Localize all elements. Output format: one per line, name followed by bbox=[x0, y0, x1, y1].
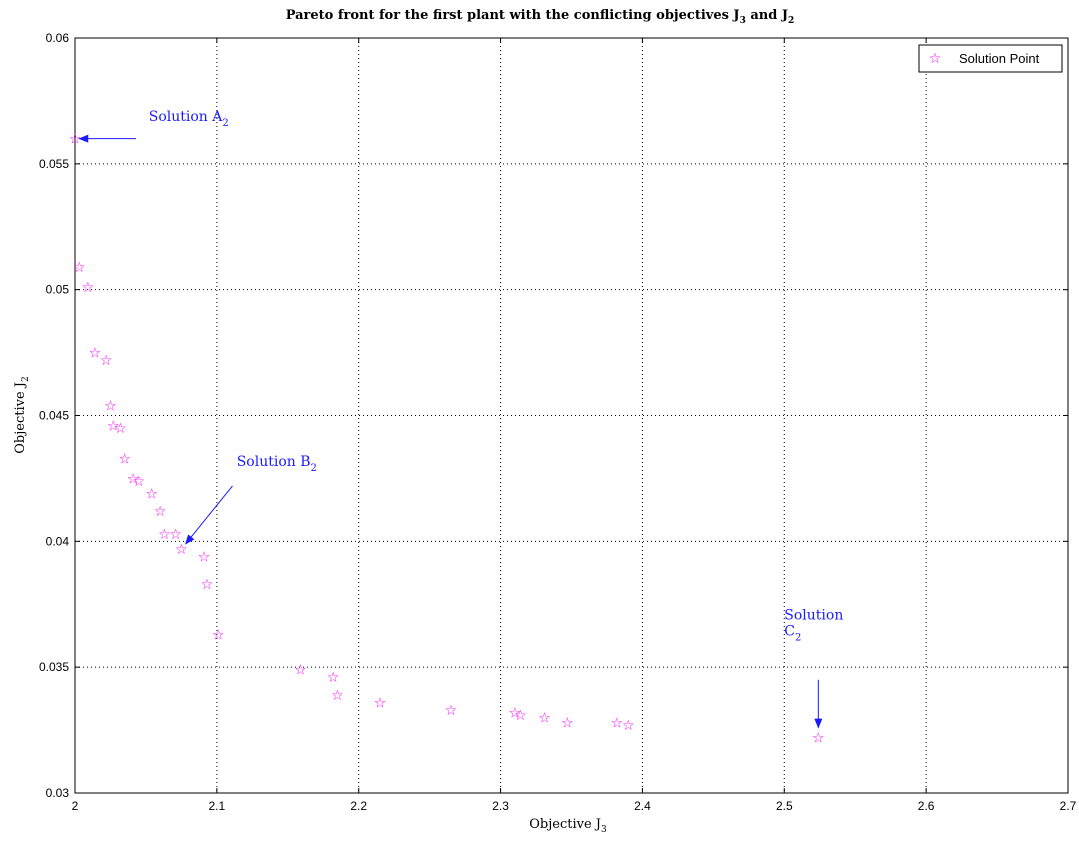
solution-point: ☆ bbox=[508, 705, 521, 721]
solution-point: ☆ bbox=[100, 353, 113, 369]
solution-point: ☆ bbox=[175, 542, 188, 558]
x-tick-label: 2.1 bbox=[209, 799, 226, 813]
solution-point: ☆ bbox=[145, 487, 158, 503]
solution-point: ☆ bbox=[538, 711, 551, 727]
y-tick-label: 0.055 bbox=[39, 157, 69, 171]
annotation-label: Solution B2 bbox=[237, 454, 317, 474]
annotation-label: Solution A2 bbox=[149, 109, 229, 129]
legend-marker: ☆ bbox=[929, 51, 942, 67]
solution-point: ☆ bbox=[154, 504, 167, 520]
y-tick-label: 0.05 bbox=[46, 283, 70, 297]
grid bbox=[75, 38, 1068, 793]
legend: ☆ Solution Point bbox=[918, 44, 1063, 73]
solution-point: ☆ bbox=[611, 716, 624, 732]
solution-point: ☆ bbox=[327, 670, 340, 686]
x-tick-label: 2.5 bbox=[776, 799, 793, 813]
solution-point: ☆ bbox=[81, 280, 94, 296]
solution-point: ☆ bbox=[294, 663, 307, 679]
solution-point: ☆ bbox=[169, 527, 182, 543]
y-axis-label: Objective J2 bbox=[13, 376, 31, 453]
solution-point: ☆ bbox=[331, 688, 344, 704]
solution-point: ☆ bbox=[812, 731, 825, 747]
solution-point: ☆ bbox=[622, 718, 635, 734]
x-tick-label: 2.7 bbox=[1060, 799, 1077, 813]
solution-point: ☆ bbox=[133, 474, 146, 490]
solution-point: ☆ bbox=[158, 527, 171, 543]
solution-point: ☆ bbox=[107, 419, 120, 435]
annotation-label: Solution C2 bbox=[784, 607, 843, 643]
y-tick-label: 0.045 bbox=[39, 409, 69, 423]
solution-point: ☆ bbox=[118, 451, 131, 467]
x-tick-label: 2.4 bbox=[634, 799, 651, 813]
y-tick-label: 0.03 bbox=[46, 786, 70, 800]
solution-point: ☆ bbox=[212, 627, 225, 643]
solution-point: ☆ bbox=[374, 695, 387, 711]
solution-point: ☆ bbox=[445, 703, 458, 719]
annotation-arrow bbox=[185, 485, 233, 545]
solution-point: ☆ bbox=[201, 577, 214, 593]
y-tick-label: 0.06 bbox=[46, 31, 70, 45]
solution-point: ☆ bbox=[114, 421, 127, 437]
x-tick-label: 2.6 bbox=[918, 799, 935, 813]
y-tick-label: 0.035 bbox=[39, 660, 69, 674]
y-tick-label: 0.04 bbox=[46, 534, 70, 548]
annotations: Solution A2 Solution B2 Solution C2 bbox=[78, 109, 843, 729]
legend-box bbox=[918, 44, 1063, 73]
axis-ticks: 2 2.1 2.2 2.3 2.4 2.5 2.6 2.7 0.03 0.035 0.04 0.045… bbox=[39, 31, 1077, 813]
chart-title: Pareto front for the first plant with th… bbox=[286, 8, 795, 26]
solution-point: ☆ bbox=[514, 708, 527, 724]
x-axis-label: Objective J3 bbox=[529, 817, 607, 835]
solution-point: ☆ bbox=[69, 132, 82, 148]
legend-label: Solution Point bbox=[959, 51, 1040, 66]
x-tick-label: 2.3 bbox=[492, 799, 509, 813]
solution-point: ☆ bbox=[198, 549, 211, 565]
x-tick-label: 2.2 bbox=[350, 799, 367, 813]
solution-point: ☆ bbox=[127, 471, 140, 487]
data-points: ☆☆☆☆☆☆☆☆☆☆☆☆☆☆☆☆ ☆☆☆☆ ☆☆ ☆ ☆ ☆☆ ☆ ☆ ☆☆☆ bbox=[69, 132, 825, 747]
solution-point: ☆ bbox=[561, 716, 574, 732]
solution-point: ☆ bbox=[73, 260, 86, 276]
x-tick-label: 2 bbox=[72, 799, 79, 813]
solution-point: ☆ bbox=[104, 398, 117, 414]
solution-point: ☆ bbox=[89, 346, 102, 362]
